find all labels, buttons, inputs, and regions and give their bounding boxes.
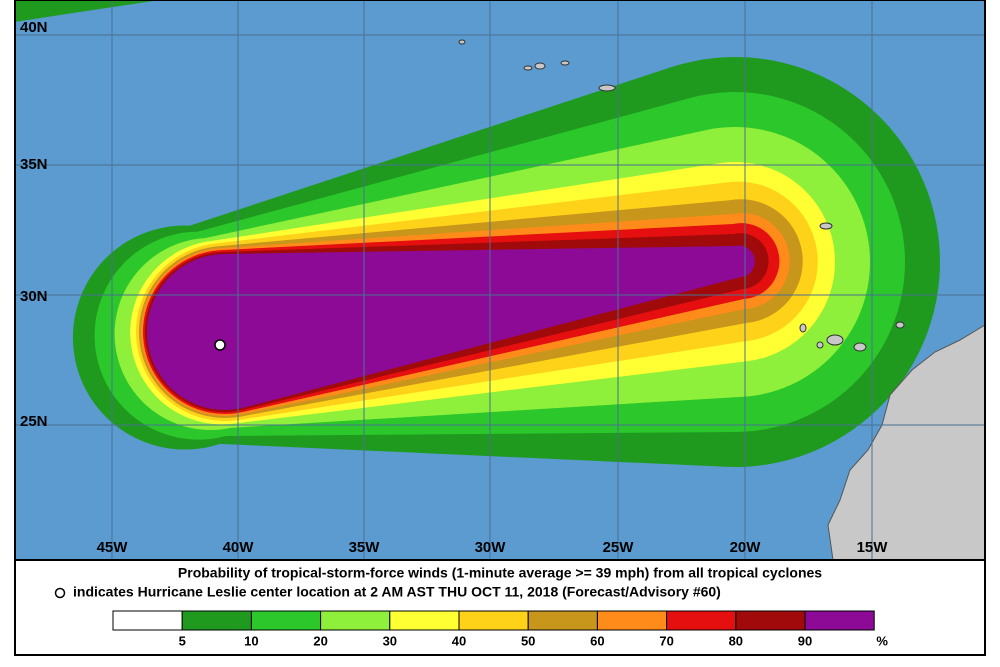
lon-label: 20W: [730, 539, 762, 556]
lat-label: 40N: [20, 19, 48, 36]
color-legend: 5 10 20 30 40 50 60 70 80 90%: [112, 610, 888, 648]
storm-center: [214, 339, 226, 351]
lon-label: 25W: [603, 539, 635, 556]
legend-swatch: [112, 610, 183, 631]
lon-label: 35W: [349, 539, 381, 556]
legend-unit: %: [876, 633, 888, 648]
lat-label: 25N: [20, 413, 48, 430]
legend-value: 20: [313, 633, 327, 648]
legend-frame: [14, 559, 986, 656]
legend-value: 60: [590, 633, 604, 648]
legend-swatch: [666, 610, 737, 631]
lon-label: 15W: [857, 539, 889, 556]
lon-label: 45W: [97, 539, 129, 556]
caption-center-symbol: [54, 587, 66, 599]
caption-line: Probability of tropical-storm-force wind…: [178, 565, 822, 581]
legend-swatch: [250, 610, 322, 631]
legend-value: 80: [729, 633, 743, 648]
graticule: [15, 0, 985, 560]
legend-value: 10: [244, 633, 258, 648]
legend-swatch: [389, 610, 460, 631]
legend-swatch: [458, 610, 529, 631]
legend-swatch: [735, 610, 806, 631]
legend-swatch: [804, 610, 875, 631]
legend-value: 30: [383, 633, 397, 648]
legend-value: 5: [179, 633, 186, 648]
lon-label: 30W: [475, 539, 507, 556]
legend-value: 50: [521, 633, 535, 648]
legend-swatch: [181, 610, 252, 631]
lat-label: 35N: [20, 156, 48, 173]
legend-swatch: [527, 610, 598, 631]
legend-swatch: [596, 610, 668, 631]
lon-label: 40W: [223, 539, 255, 556]
legend-swatch: [320, 610, 391, 631]
islands: [458, 39, 905, 352]
contour-band: [146, 245, 755, 410]
legend-value: 70: [659, 633, 673, 648]
lat-label: 30N: [20, 288, 48, 305]
probability-contours: [72, 56, 941, 467]
legend-value: 40: [452, 633, 466, 648]
legend-value: 90: [798, 633, 812, 648]
caption-line: indicates Hurricane Leslie center locati…: [73, 584, 721, 600]
other-system-contour: [15, 0, 160, 22]
